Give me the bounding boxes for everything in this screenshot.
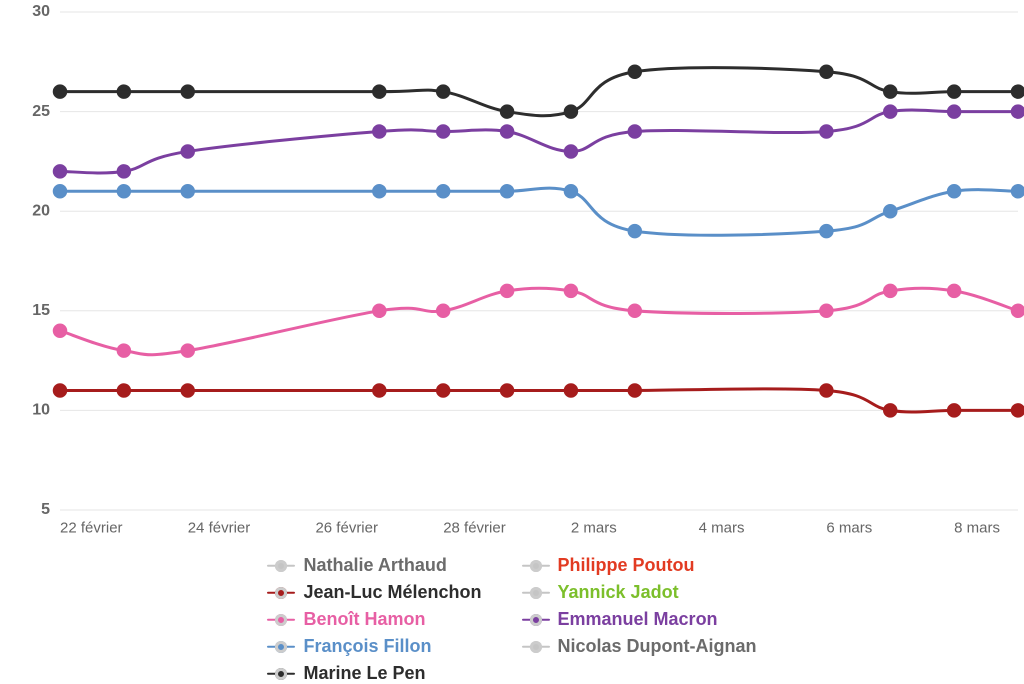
legend-glyph [522,586,550,600]
legend-label: Emmanuel Macron [558,609,718,630]
legend-label: Nicolas Dupont-Aignan [558,636,757,657]
y-axis-tick-label: 20 [32,202,50,219]
series-line-macron [60,110,1018,173]
legend-item[interactable]: Marine Le Pen [267,663,481,684]
legend-glyph [522,613,550,627]
legend-item[interactable]: Benoît Hamon [267,609,481,630]
legend-glyph [267,586,295,600]
legend-column: Nathalie Arthaud Jean-Luc Mélenchon Benoît… [267,555,481,684]
legend-item[interactable]: Emmanuel Macron [522,609,757,630]
y-axis-tick-label: 5 [41,501,50,518]
y-axis-tick-label: 30 [32,3,50,20]
legend-item[interactable]: Yannick Jadot [522,582,757,603]
legend-item[interactable]: Nicolas Dupont-Aignan [522,636,757,657]
marker-layer [54,66,1024,417]
legend-item[interactable]: François Fillon [267,636,481,657]
x-axis-tick-label: 26 février [315,519,378,536]
x-axis-tick-label: 24 février [188,519,251,536]
legend-column: Philippe Poutou Yannick Jadot Emmanuel Mac… [522,555,757,684]
legend-item[interactable]: Jean-Luc Mélenchon [267,582,481,603]
legend-glyph [267,640,295,654]
x-axis-tick-label: 2 mars [571,519,617,536]
y-axis-tick-label: 10 [32,402,50,419]
legend-label: Philippe Poutou [558,555,695,576]
legend-glyph [267,667,295,681]
x-axis-tick-label: 6 mars [826,519,872,536]
legend-label: Nathalie Arthaud [303,555,446,576]
legend-glyph [267,559,295,573]
legend-label: Benoît Hamon [303,609,425,630]
legend-item[interactable]: Nathalie Arthaud [267,555,481,576]
x-axis-tick-label: 22 février [60,519,123,536]
legend-label: Marine Le Pen [303,663,425,684]
legend-label: François Fillon [303,636,431,657]
y-axis-tick-label: 25 [32,103,50,120]
y-axis-tick-label: 15 [32,302,50,319]
legend-glyph [267,613,295,627]
x-axis-tick-label: 28 février [443,519,506,536]
x-axis-tick-label: 4 mars [699,519,745,536]
legend-glyph [522,559,550,573]
legend-label: Jean-Luc Mélenchon [303,582,481,603]
legend-label: Yannick Jadot [558,582,679,603]
series-line-melenchon [60,389,1018,412]
series-line-lepen [60,68,1018,116]
chart-legend: Nathalie Arthaud Jean-Luc Mélenchon Benoît… [0,555,1024,684]
legend-glyph [522,640,550,654]
legend-item[interactable]: Philippe Poutou [522,555,757,576]
poll-line-chart: 5 10 15 20 25 30 22 février 24 février 26 févrie… [0,0,1024,683]
series-line-hamon [60,288,1018,355]
x-axis-tick-label: 8 mars [954,519,1000,536]
